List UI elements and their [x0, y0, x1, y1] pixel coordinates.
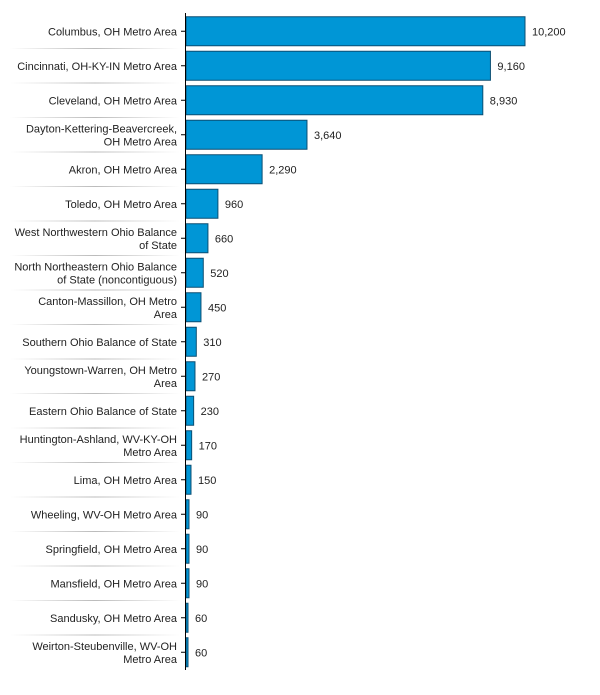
row-separator — [10, 600, 180, 601]
data-label: 10,200 — [532, 26, 566, 38]
bar — [185, 16, 526, 47]
bar — [185, 533, 190, 564]
bar — [185, 499, 190, 530]
data-label: 450 — [208, 302, 226, 314]
row-separator — [10, 186, 180, 187]
bar — [185, 395, 195, 426]
row-separator — [10, 496, 180, 498]
data-label: 270 — [202, 371, 220, 383]
category-label: Wheeling, WV-OH Metro Area — [31, 509, 178, 521]
category-label: Huntington-Ashland, WV-KY-OH Metro Area — [20, 434, 178, 459]
category-label: Toledo, OH Metro Area — [65, 199, 178, 211]
data-label: 90 — [196, 578, 208, 590]
data-label: 520 — [210, 268, 228, 280]
data-label: 90 — [196, 544, 208, 556]
bar — [185, 223, 209, 254]
data-label: 60 — [195, 647, 207, 659]
category-label: Springfield, OH Metro Area — [46, 544, 178, 556]
row-separator — [10, 289, 180, 291]
row-separator — [10, 565, 180, 567]
category-label: Youngstown-Warren, OH Metro Area — [24, 365, 178, 390]
data-label: 150 — [198, 475, 216, 487]
row-separator — [10, 255, 180, 256]
category-label: Weirton-Steubenville, WV-OH Metro Area — [32, 641, 178, 666]
data-label: 660 — [215, 233, 233, 245]
row-separator — [10, 220, 180, 222]
data-label: 170 — [199, 440, 217, 452]
data-label: 9,160 — [497, 61, 525, 73]
category-label: Dayton-Kettering-Beavercreek, OH Metro Ar… — [26, 123, 178, 148]
bar — [185, 188, 219, 219]
bar — [185, 257, 204, 288]
bar — [185, 464, 192, 495]
category-label: Mansfield, OH Metro Area — [50, 578, 177, 590]
category-label: Cincinnati, OH-KY-IN Metro Area — [17, 61, 178, 73]
row-separator — [10, 393, 180, 394]
category-label: Lima, OH Metro Area — [74, 475, 178, 487]
category-label: Southern Ohio Balance of State — [22, 337, 177, 349]
category-label: Sandusky, OH Metro Area — [50, 613, 178, 625]
category-label: Eastern Ohio Balance of State — [29, 406, 177, 418]
row-separator — [10, 634, 180, 636]
bar — [185, 602, 189, 633]
category-label: Cleveland, OH Metro Area — [49, 95, 178, 107]
bar — [185, 292, 202, 323]
data-label: 2,290 — [269, 164, 297, 176]
category-label: North Northeastern Ohio Balance of State … — [14, 261, 177, 286]
category-label: Columbus, OH Metro Area — [48, 26, 178, 38]
bar — [185, 326, 197, 357]
bar — [185, 119, 308, 150]
bar — [185, 50, 491, 81]
row-separator — [10, 358, 180, 360]
bar — [185, 430, 193, 461]
category-label: Akron, OH Metro Area — [69, 164, 178, 176]
data-label: 310 — [203, 337, 221, 349]
data-label: 230 — [201, 406, 219, 418]
bar — [185, 637, 189, 668]
data-label: 90 — [196, 509, 208, 521]
data-label: 8,930 — [490, 95, 518, 107]
row-separator — [10, 324, 180, 325]
bar — [185, 361, 196, 392]
row-separator — [10, 427, 180, 429]
bar — [185, 568, 190, 599]
category-label: West Northwestern Ohio Balance of State — [15, 227, 177, 252]
data-label: 960 — [225, 199, 243, 211]
bar — [185, 85, 484, 116]
row-separator — [10, 151, 180, 153]
row-separator — [10, 531, 180, 532]
data-label: 60 — [195, 613, 207, 625]
row-separator — [10, 462, 180, 463]
row-separator — [10, 48, 180, 49]
bar — [185, 154, 263, 185]
category-label: Canton-Massillon, OH Metro Area — [38, 296, 178, 321]
row-separator — [10, 117, 180, 118]
data-label: 3,640 — [314, 130, 342, 142]
row-separator — [10, 82, 180, 84]
